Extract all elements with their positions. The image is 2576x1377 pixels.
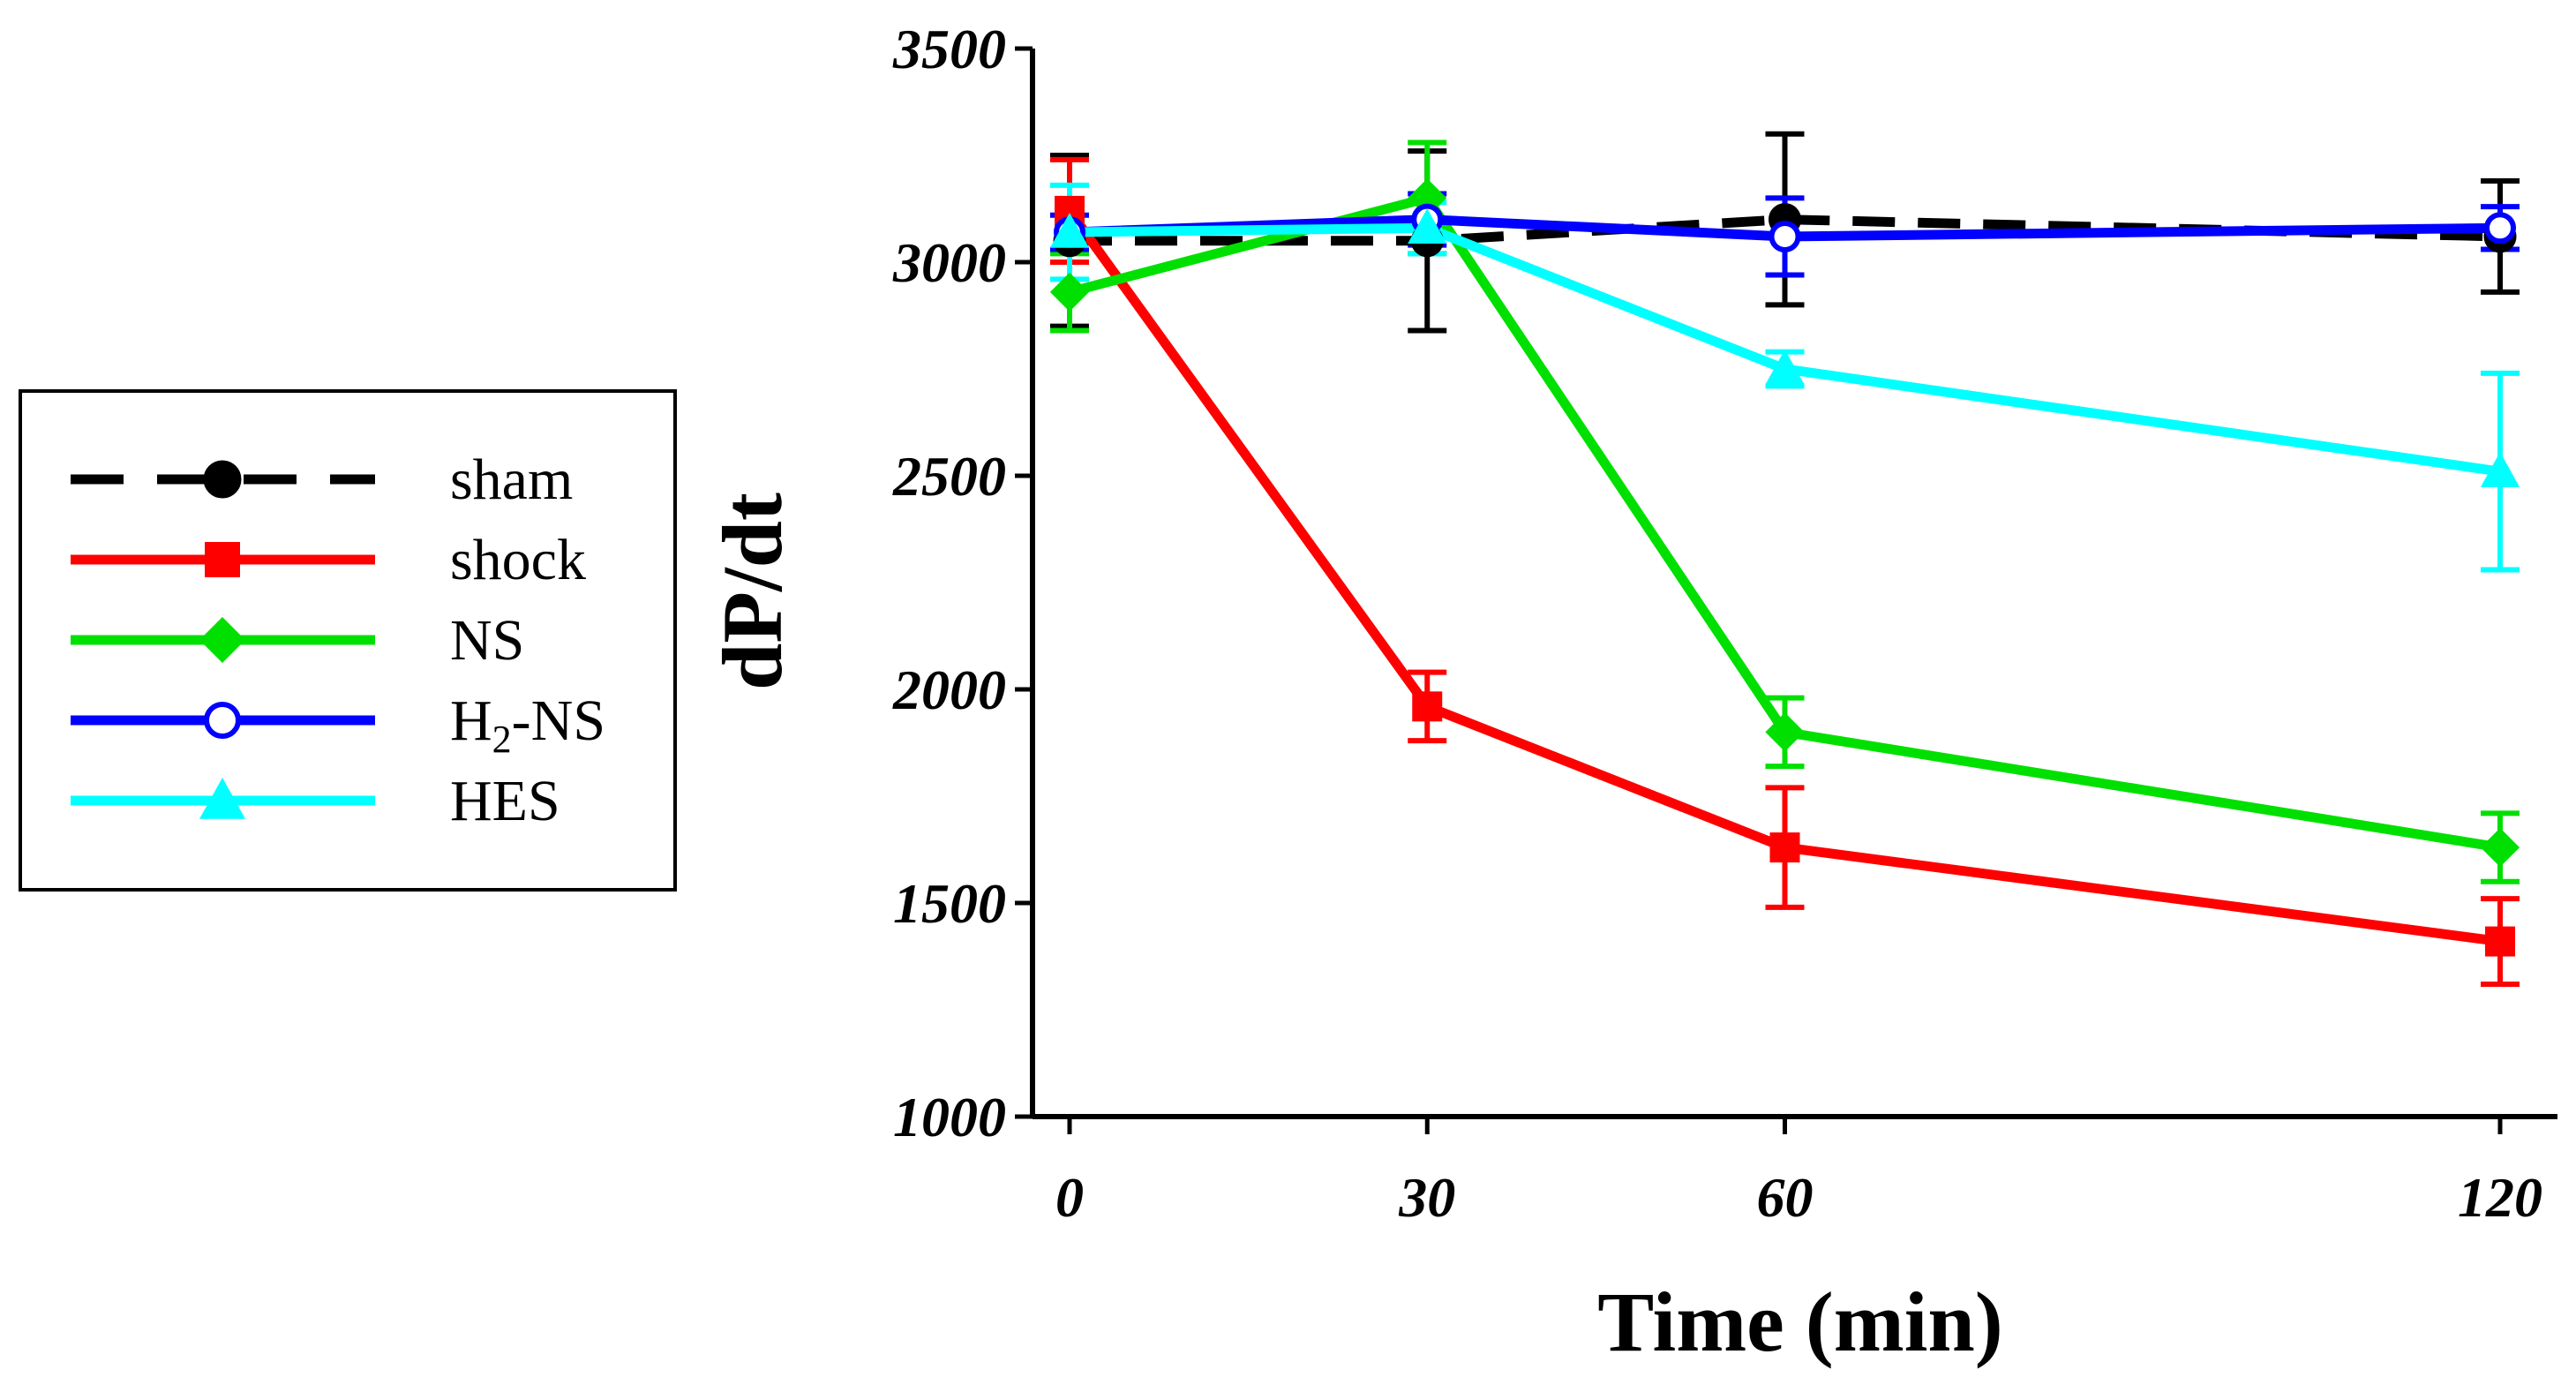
series-line-shock xyxy=(1065,207,2501,947)
y-tick-label-2000: 2000 xyxy=(892,658,1006,721)
axes xyxy=(1030,49,2557,1119)
legend-item-shock: shock xyxy=(71,528,586,592)
y-tick-label-1000: 1000 xyxy=(893,1086,1006,1148)
point-hes-120 xyxy=(2480,452,2520,487)
point-shock-30 xyxy=(1412,691,1443,722)
legend-label-ns: NS xyxy=(450,608,524,673)
point-shock-120 xyxy=(2485,926,2515,957)
point-ns-120 xyxy=(2480,827,2520,868)
legend-marker-shock xyxy=(205,542,240,577)
x-axis-title: Time (min) xyxy=(1597,1275,2003,1369)
point-ns-0 xyxy=(1049,272,1090,312)
point-ns-30 xyxy=(1408,178,1447,218)
y-axis-title: dP/dt xyxy=(705,493,800,690)
point-h2-ns-60 xyxy=(1769,220,1801,252)
legend-marker-h2-ns xyxy=(204,702,241,739)
point-hes-60 xyxy=(1765,349,1805,385)
markers-layer xyxy=(1049,178,2520,957)
y-tick-label-3000: 3000 xyxy=(892,231,1006,294)
legend-label-sham: sham xyxy=(450,448,573,512)
y-tick-label-2500: 2500 xyxy=(892,445,1006,508)
point-ns-60 xyxy=(1765,712,1805,752)
x-tick-label-60: 60 xyxy=(1757,1166,1814,1229)
series-line-ns xyxy=(1068,192,2501,853)
legend-item-sham: sham xyxy=(71,448,573,512)
x-tick-label-30: 30 xyxy=(1398,1166,1455,1229)
legend-label-hes: HES xyxy=(450,769,560,833)
x-ticks: 0 30 60 120 xyxy=(1055,1117,2542,1229)
legend-marker-ns xyxy=(199,617,245,663)
legend-marker-hes xyxy=(199,778,245,819)
x-tick-label-0: 0 xyxy=(1055,1166,1084,1229)
point-shock-60 xyxy=(1769,832,1800,863)
series-lines-layer xyxy=(1065,192,2501,947)
y-tick-label-1500: 1500 xyxy=(893,872,1006,935)
y-tick-label-3500: 3500 xyxy=(892,18,1006,80)
legend-item-h2-ns: H2-NS xyxy=(71,688,605,761)
legend-item-hes: HES xyxy=(71,769,560,833)
series-line-hes xyxy=(1069,222,2501,477)
legend: sham shock NS H2-NS HES xyxy=(19,389,677,892)
legend-marker-sham xyxy=(203,460,242,499)
x-tick-label-120: 120 xyxy=(2458,1166,2542,1229)
y-ticks: 1000 1500 2000 2500 3000 3500 xyxy=(892,18,1033,1148)
point-hes-30 xyxy=(1408,208,1447,244)
legend-item-ns: NS xyxy=(71,608,524,673)
point-h2-ns-120 xyxy=(2484,212,2516,245)
point-hes-0 xyxy=(1049,213,1090,248)
legend-label-h2-ns: H2-NS xyxy=(450,688,605,761)
legend-label-shock: shock xyxy=(450,528,586,592)
